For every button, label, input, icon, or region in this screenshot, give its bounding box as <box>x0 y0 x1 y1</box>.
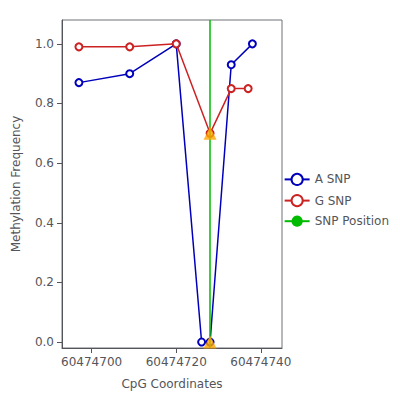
svg-text:0.2: 0.2 <box>35 275 54 289</box>
svg-text:0.4: 0.4 <box>35 216 54 230</box>
svg-text:0.6: 0.6 <box>35 156 54 170</box>
svg-text:1.0: 1.0 <box>35 37 54 51</box>
svg-text:0.8: 0.8 <box>35 96 54 110</box>
svg-text:60474740: 60474740 <box>230 355 291 369</box>
svg-text:Methylation Frequency: Methylation Frequency <box>9 116 23 253</box>
svg-text:G SNP: G SNP <box>315 194 352 208</box>
svg-text:CpG Coordinates: CpG Coordinates <box>121 377 222 391</box>
svg-text:60474720: 60474720 <box>146 355 207 369</box>
svg-text:A SNP: A SNP <box>315 172 351 186</box>
svg-text:0.0: 0.0 <box>35 335 54 349</box>
svg-text:SNP Position: SNP Position <box>315 214 389 228</box>
svg-text:60474700: 60474700 <box>61 355 122 369</box>
